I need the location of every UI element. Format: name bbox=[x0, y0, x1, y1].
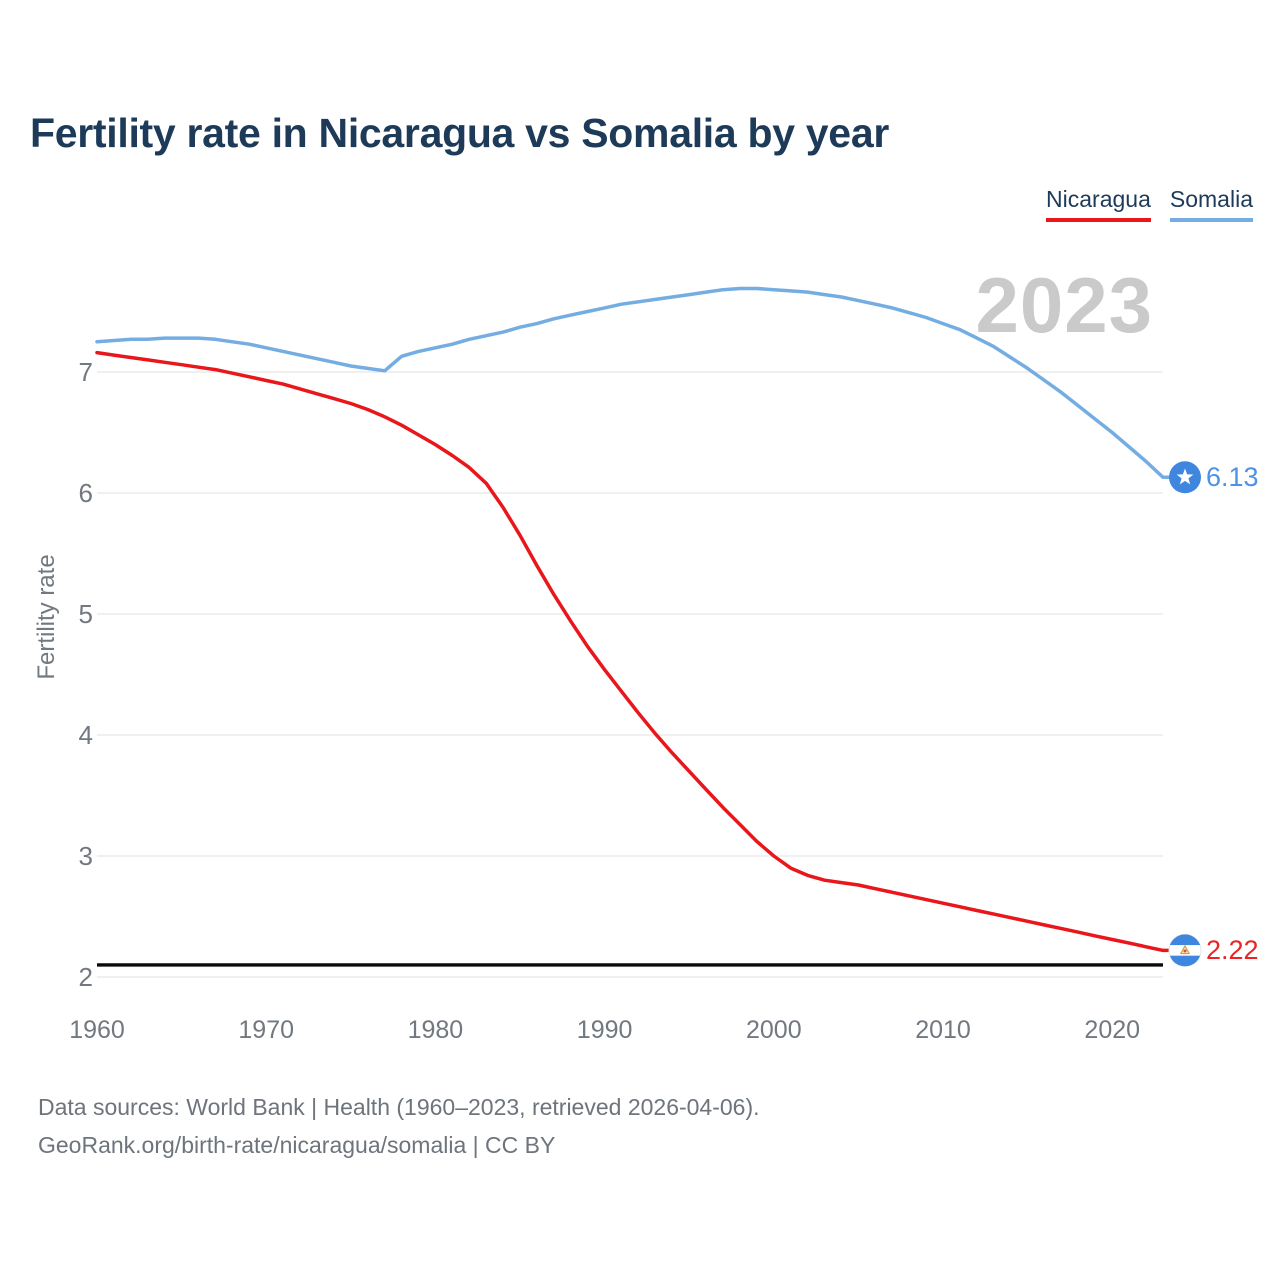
footer: Data sources: World Bank | Health (1960–… bbox=[38, 1088, 760, 1164]
x-tick-label: 1970 bbox=[238, 1016, 295, 1044]
legend-label-nicaragua: Nicaragua bbox=[1046, 186, 1151, 212]
somalia-line bbox=[95, 286, 1187, 480]
x-tick-label: 1980 bbox=[407, 1016, 464, 1044]
x-tick-label: 1990 bbox=[576, 1016, 633, 1044]
y-tick-label: 6 bbox=[78, 478, 93, 508]
somalia-flag-star bbox=[1176, 468, 1194, 485]
y-tick-label: 3 bbox=[78, 841, 93, 871]
legend-item-somalia[interactable]: Somalia bbox=[1169, 186, 1253, 222]
nicaragua-flag-emblem-dot bbox=[1183, 949, 1187, 953]
legend-item-nicaragua[interactable]: Nicaragua bbox=[1046, 186, 1151, 222]
watermark-year: 2023 bbox=[975, 261, 1153, 349]
x-tick-label: 2000 bbox=[746, 1016, 802, 1044]
y-tick-label: 5 bbox=[78, 599, 93, 629]
y-tick-label: 7 bbox=[78, 357, 93, 387]
x-tick-label: 2020 bbox=[1084, 1016, 1141, 1044]
somalia-value-label: 6.13 bbox=[1206, 462, 1259, 492]
legend-label-somalia: Somalia bbox=[1169, 186, 1253, 212]
nicaragua-flag-top-band bbox=[1169, 934, 1201, 946]
legend: Nicaragua Somalia bbox=[1046, 186, 1253, 222]
nicaragua-line bbox=[95, 350, 1187, 953]
x-tick-label: 2010 bbox=[915, 1016, 971, 1044]
nicaragua-value-label: 2.22 bbox=[1206, 935, 1259, 965]
footer-source-line: Data sources: World Bank | Health (1960–… bbox=[38, 1094, 760, 1120]
nicaragua-flag-bottom-band bbox=[1169, 955, 1201, 967]
footer-attribution-line: GeoRank.org/birth-rate/nicaragua/somalia… bbox=[38, 1132, 556, 1158]
y-tick-label: 4 bbox=[78, 720, 93, 750]
x-tick-label: 1960 bbox=[69, 1016, 125, 1044]
y-tick-label: 2 bbox=[78, 962, 93, 992]
chart-title: Fertility rate in Nicaragua vs Somalia b… bbox=[30, 110, 889, 156]
